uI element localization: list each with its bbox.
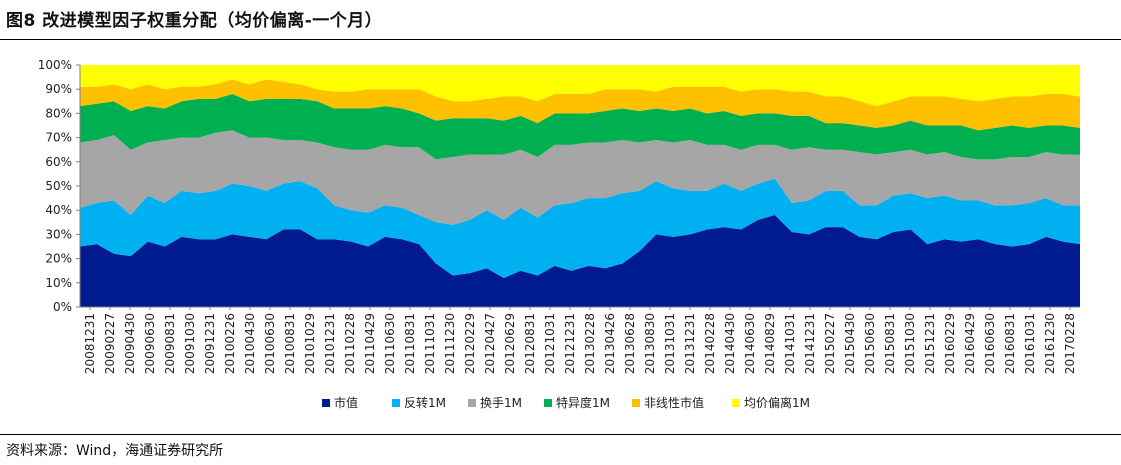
x-tick-label: 20130228 <box>583 313 597 374</box>
legend-label: 非线性市值 <box>644 395 704 410</box>
x-tick-label: 20121231 <box>563 313 577 374</box>
y-tick-label: 100% <box>38 58 72 72</box>
x-tick-label: 20160229 <box>943 313 957 374</box>
x-tick-label: 20141031 <box>783 313 797 374</box>
axes: 0% 10% 20% 30% 40% 50% 60% 70% 80% 90% 100% 2008123… <box>38 58 1080 374</box>
x-tick-label: 20090430 <box>123 313 137 374</box>
x-tick-label: 20120629 <box>503 313 517 374</box>
y-tick-label: 40% <box>45 203 72 217</box>
legend-swatch <box>732 399 740 407</box>
x-tick-label: 20120427 <box>483 313 497 374</box>
area-反转1M <box>80 178 1080 278</box>
x-tick-label: 20131231 <box>683 313 697 374</box>
x-tick-label: 20110831 <box>403 313 417 374</box>
y-tick-label: 20% <box>45 252 72 266</box>
x-tick-label: 20130628 <box>623 313 637 374</box>
x-tick-label: 20161031 <box>1023 313 1037 374</box>
x-tick-label: 20091030 <box>183 313 197 374</box>
x-tick-label: 20170228 <box>1063 313 1077 374</box>
legend-swatch <box>392 399 400 407</box>
x-tick-label: 20150630 <box>863 313 877 374</box>
x-tick-label: 20140228 <box>703 313 717 374</box>
x-tick-label: 20100630 <box>263 313 277 374</box>
figure-title: 图8 改进模型因子权重分配（均价偏离-一个月） <box>6 11 383 31</box>
x-tick-label: 20100226 <box>223 313 237 374</box>
x-tick-label: 20100430 <box>243 313 257 374</box>
legend-entry: 非线性市值 <box>632 395 704 410</box>
x-tick-label: 20151231 <box>923 313 937 374</box>
footer-rule <box>0 434 1121 435</box>
area-均价偏离1M <box>80 65 1080 107</box>
x-tick-label: 20090831 <box>163 313 177 374</box>
x-tick-label: 20110630 <box>383 313 397 374</box>
y-tick-label: 50% <box>45 179 72 193</box>
x-tick-label: 20090630 <box>143 313 157 374</box>
area-换手1M <box>80 130 1080 225</box>
legend-label: 换手1M <box>480 396 522 410</box>
x-tick-label: 20111031 <box>423 313 437 374</box>
legend: 市值 反转1M 换手1M 特异度1M 非线性市值 均价偏离1M <box>322 395 810 410</box>
x-tick-label: 20140630 <box>743 313 757 374</box>
x-tick-label: 20130426 <box>603 313 617 374</box>
x-tick-label: 20150430 <box>843 313 857 374</box>
header-rule <box>0 39 1121 40</box>
legend-swatch <box>544 399 552 407</box>
legend-swatch <box>468 399 476 407</box>
x-tick-label: 20100831 <box>283 313 297 374</box>
area-市值 <box>80 215 1080 307</box>
x-tick-label: 20120831 <box>523 313 537 374</box>
x-tick-label: 20160831 <box>1003 313 1017 374</box>
x-tick-label: 20110429 <box>363 313 377 374</box>
y-tick-label: 10% <box>45 276 72 290</box>
area-特异度1M <box>80 94 1080 160</box>
y-tick-label: 80% <box>45 106 72 120</box>
x-tick-label: 20090227 <box>103 313 117 374</box>
x-tick-label: 20150227 <box>823 313 837 374</box>
y-tick-label: 90% <box>45 82 72 96</box>
legend-entry: 反转1M <box>392 395 446 410</box>
area-非线性市值 <box>80 79 1080 131</box>
legend-swatch <box>322 399 330 407</box>
x-tick-label: 20140430 <box>723 313 737 374</box>
area-layers <box>80 65 1080 307</box>
x-tick-label: 20130830 <box>643 313 657 374</box>
y-tick-label: 30% <box>45 227 72 241</box>
y-tick-label: 60% <box>45 155 72 169</box>
x-tick-label: 20150831 <box>883 313 897 374</box>
x-tick-label: 20151030 <box>903 313 917 374</box>
x-tick-label: 20141231 <box>803 313 817 374</box>
x-tick-label: 20131031 <box>663 313 677 374</box>
y-tick-label: 0% <box>53 300 72 314</box>
x-tick-label: 20160630 <box>983 313 997 374</box>
legend-swatch <box>632 399 640 407</box>
legend-label: 反转1M <box>404 395 446 410</box>
x-tick-label: 20120229 <box>463 313 477 374</box>
x-tick-label: 20160429 <box>963 313 977 374</box>
x-tick-label: 20091231 <box>203 313 217 374</box>
legend-label: 市值 <box>334 395 358 410</box>
legend-entry: 特异度1M <box>544 395 610 410</box>
y-tick-label: 70% <box>45 131 72 145</box>
legend-entry: 换手1M <box>468 396 522 410</box>
x-tick-label: 20101029 <box>303 313 317 374</box>
legend-label: 均价偏离1M <box>744 395 810 410</box>
x-tick-label: 20140829 <box>763 313 777 374</box>
stacked-area-chart: 0% 10% 20% 30% 40% 50% 60% 70% 80% 90% 100% 2008123… <box>38 58 1080 410</box>
legend-entry: 均价偏离1M <box>732 395 810 410</box>
x-tick-label: 20121031 <box>543 313 557 374</box>
legend-entry: 市值 <box>322 395 358 410</box>
source-note: 资料来源：Wind，海通证券研究所 <box>6 443 224 459</box>
x-tick-label: 20110228 <box>343 313 357 374</box>
legend-label: 特异度1M <box>556 395 610 410</box>
x-tick-label: 20111230 <box>443 313 457 374</box>
x-tick-label: 20161230 <box>1043 313 1057 374</box>
x-tick-label: 20101231 <box>323 313 337 374</box>
x-tick-label: 20081231 <box>83 313 97 374</box>
